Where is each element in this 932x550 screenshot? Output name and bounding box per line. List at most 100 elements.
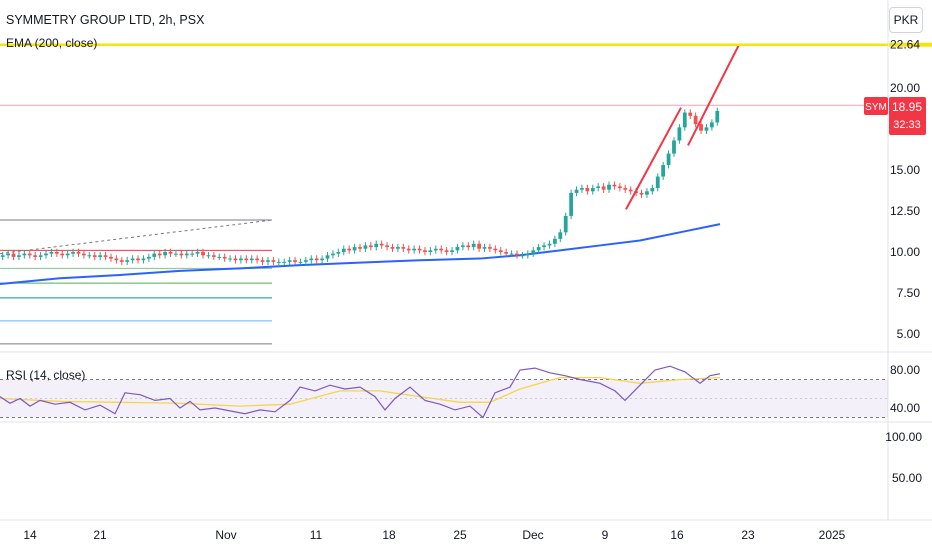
- candle-body: [558, 232, 563, 239]
- resistance-line[interactable]: [0, 42, 932, 47]
- time-axis-tick: 14: [23, 528, 37, 542]
- candle-body: [119, 260, 124, 262]
- candle-body: [715, 110, 720, 123]
- candle-body: [87, 255, 92, 257]
- candle-body: [428, 250, 433, 252]
- candle-body: [54, 252, 59, 254]
- price-axis-tick: 12.50: [890, 204, 920, 218]
- candle-body: [531, 250, 536, 254]
- candle-body: [585, 188, 590, 192]
- candle-body: [699, 124, 703, 131]
- candle-body: [607, 184, 611, 190]
- resistance-axis-marker: [889, 42, 932, 47]
- candle-body: [504, 252, 509, 254]
- time-axis-tick: 18: [382, 528, 396, 542]
- candle-body: [38, 255, 43, 257]
- candle-body: [368, 245, 373, 248]
- candle-body: [547, 243, 552, 246]
- candle-body: [471, 243, 476, 248]
- candle-body: [617, 186, 622, 189]
- candle-body: [244, 258, 249, 261]
- candle-body: [574, 189, 579, 193]
- candle-body: [293, 260, 297, 262]
- candle-body: [33, 255, 38, 257]
- fib-trend-line: [0, 219, 273, 255]
- candle-body: [82, 253, 86, 256]
- candle-body: [22, 253, 27, 256]
- candle-body: [174, 253, 178, 255]
- candle-body: [709, 122, 714, 128]
- time-axis-tick: 2025: [819, 528, 846, 542]
- trendline: [625, 107, 682, 210]
- candle-body: [303, 260, 308, 262]
- candle-body: [130, 258, 135, 261]
- currency-button[interactable]: PKR: [889, 7, 923, 33]
- candle-body: [179, 253, 184, 256]
- trendlines[interactable]: [625, 44, 740, 210]
- candle-body: [542, 245, 546, 248]
- candle-body: [520, 255, 525, 257]
- price-badge-countdown: 32:33: [893, 119, 921, 131]
- candle-body: [60, 253, 65, 256]
- time-axis-tick: 11: [310, 528, 323, 542]
- candle-body: [477, 243, 481, 249]
- candle-body: [49, 252, 54, 254]
- candle-body: [11, 253, 16, 257]
- candle-body: [255, 258, 260, 261]
- price-badge: SYM 18.95 32:33: [864, 97, 926, 135]
- candle-body: [509, 253, 514, 255]
- candle-body: [552, 238, 557, 244]
- candle-body: [201, 252, 205, 256]
- symbol-title[interactable]: SYMMETRY GROUP LTD, 2h, PSX: [6, 13, 205, 27]
- candle-body: [704, 127, 709, 131]
- candle-body: [0, 255, 5, 257]
- candles: [0, 107, 720, 266]
- candle-body: [444, 250, 449, 252]
- time-axis-tick: 9: [602, 528, 609, 542]
- candle-body: [623, 188, 628, 190]
- candle-body: [282, 261, 287, 263]
- time-axis-tick: 23: [741, 528, 755, 542]
- ema-indicator-label[interactable]: EMA (200, close): [6, 36, 98, 50]
- candle-body: [347, 248, 352, 251]
- candle-body: [601, 186, 606, 190]
- candle-body: [672, 140, 676, 154]
- candle-body: [666, 153, 671, 166]
- candle-body: [450, 250, 454, 252]
- candle-body: [379, 243, 384, 246]
- candle-body: [114, 258, 119, 261]
- ema-200-line: [0, 223, 721, 285]
- candle-body: [423, 250, 427, 252]
- candle-body: [222, 256, 227, 259]
- candle-body: [482, 247, 487, 249]
- candle-body: [661, 165, 666, 177]
- candle-body: [352, 247, 357, 251]
- candle-body: [98, 255, 103, 257]
- candle-body: [125, 260, 130, 262]
- candle-body: [460, 245, 465, 248]
- rsi-indicator-label[interactable]: RSI (14, close): [6, 368, 86, 382]
- candle-body: [190, 253, 195, 255]
- candle-body: [493, 248, 498, 251]
- candle-body: [314, 258, 319, 261]
- candle-body: [363, 245, 368, 249]
- trendline: [687, 44, 740, 146]
- candle-body: [645, 191, 649, 195]
- candle-body: [211, 255, 216, 257]
- price-axis-tick: 7.50: [897, 286, 921, 300]
- candle-body: [488, 247, 492, 249]
- candle-body: [109, 256, 113, 259]
- candle-body: [677, 127, 682, 141]
- candle-body: [141, 258, 146, 261]
- candle-body: [298, 261, 303, 263]
- time-axis[interactable]: 14 21 Nov 11 18 25 Dec 9 16 23 2025: [23, 528, 845, 542]
- candle-body: [693, 115, 698, 125]
- candle-body: [688, 112, 693, 116]
- candle-body: [17, 255, 21, 257]
- candle-body: [233, 258, 238, 261]
- candle-body: [65, 253, 70, 256]
- candle-body: [341, 248, 346, 252]
- price-badge-price: 18.95: [892, 100, 922, 114]
- time-axis-tick: 16: [670, 528, 684, 542]
